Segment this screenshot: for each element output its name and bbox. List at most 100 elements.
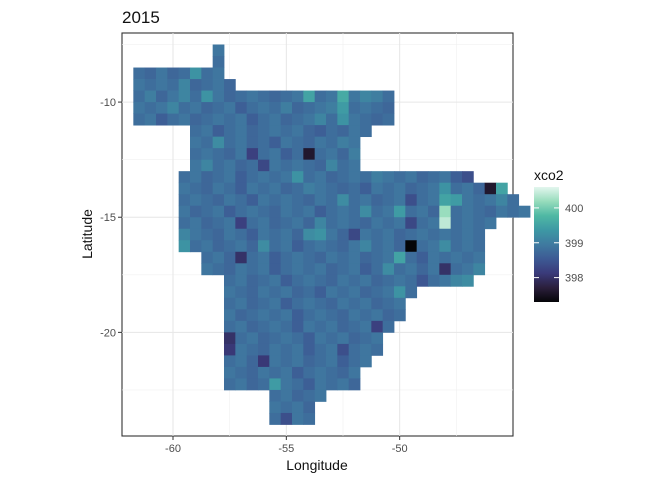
heatmap-cell <box>314 309 327 322</box>
heatmap-cell <box>473 228 486 241</box>
heatmap-cell <box>382 205 395 218</box>
heatmap-cell <box>212 182 225 195</box>
heatmap-cell <box>212 263 225 276</box>
heatmap-cell <box>337 378 350 391</box>
heatmap-cell <box>246 113 259 126</box>
heatmap-cell <box>416 240 429 253</box>
heatmap-cell <box>258 251 270 264</box>
heatmap-cell <box>280 136 293 149</box>
heatmap-cell <box>360 251 372 264</box>
heatmap-cell <box>246 320 259 333</box>
heatmap-cell <box>258 217 270 230</box>
heatmap-cell <box>314 171 327 184</box>
heatmap-cell <box>269 355 282 368</box>
heatmap-cell <box>382 263 395 276</box>
heatmap-cell <box>280 286 293 299</box>
y-tick-label: -10 <box>100 97 116 109</box>
heatmap-cell <box>246 286 259 299</box>
heatmap-cell <box>439 263 452 276</box>
y-tick-label: -15 <box>100 212 116 224</box>
heatmap-cell <box>314 217 327 230</box>
heatmap-cell <box>314 274 327 287</box>
heatmap-cell <box>416 263 429 276</box>
heatmap-cell <box>292 136 304 149</box>
heatmap-cell <box>348 251 361 264</box>
heatmap-cell <box>360 355 372 368</box>
heatmap-cell <box>156 90 168 103</box>
heatmap-cell <box>405 251 418 264</box>
heatmap-cell <box>326 113 338 126</box>
heatmap-cell <box>212 113 225 126</box>
heatmap-cell <box>303 378 316 391</box>
heatmap-cell <box>337 159 350 172</box>
heatmap-cell <box>314 125 327 138</box>
heatmap-cell <box>280 90 293 103</box>
heatmap-cell <box>212 125 225 138</box>
heatmap-cell <box>201 148 214 161</box>
heatmap-cell <box>280 194 293 207</box>
heatmap-cell <box>314 240 327 253</box>
heatmap-cell <box>133 90 146 103</box>
heatmap-cell <box>439 182 452 195</box>
heatmap-cell <box>235 102 248 114</box>
heatmap-cell <box>201 125 214 138</box>
heatmap-cell <box>428 240 440 253</box>
heatmap-cell <box>144 90 157 103</box>
heatmap-cell <box>224 182 236 195</box>
heatmap-cell <box>178 113 191 126</box>
heatmap-cell <box>394 309 406 322</box>
heatmap-cell <box>303 228 316 241</box>
heatmap-cell <box>292 125 304 138</box>
heatmap-cell <box>224 136 236 149</box>
heatmap-cell <box>235 136 248 149</box>
heatmap-cell <box>326 136 338 149</box>
heatmap-cell <box>303 412 316 425</box>
heatmap-cell <box>473 217 486 230</box>
heatmap-cell <box>235 159 248 172</box>
heatmap-cell <box>496 205 508 218</box>
heatmap-cell <box>371 286 384 299</box>
heatmap-cell <box>394 194 406 207</box>
heatmap-cell <box>348 355 361 368</box>
heatmap-cell <box>280 159 293 172</box>
heatmap-cell <box>246 148 259 161</box>
heatmap-cell <box>224 113 236 126</box>
heatmap-cell <box>382 182 395 195</box>
heatmap-cell <box>337 355 350 368</box>
heatmap-cell <box>326 274 338 287</box>
heatmap-cell <box>303 240 316 253</box>
heatmap-cell <box>190 125 202 138</box>
heatmap-cell <box>348 286 361 299</box>
heatmap-cell <box>224 125 236 138</box>
heatmap-cell <box>269 194 282 207</box>
heatmap-cell <box>167 102 180 114</box>
heatmap-cell <box>246 343 259 356</box>
heatmap-cell <box>371 332 384 345</box>
heatmap-cell <box>224 343 236 356</box>
heatmap-cell <box>292 240 304 253</box>
heatmap-cell <box>258 182 270 195</box>
heatmap-cell <box>405 194 418 207</box>
heatmap-cell <box>450 263 463 276</box>
heatmap-cell <box>314 355 327 368</box>
heatmap-cell <box>496 194 508 207</box>
heatmap-cell <box>382 309 395 322</box>
heatmap-cell <box>428 194 440 207</box>
heatmap-cell <box>314 263 327 276</box>
heatmap-cell <box>167 79 180 91</box>
heatmap-cell <box>246 263 259 276</box>
heatmap-cell <box>280 251 293 264</box>
heatmap-cell <box>348 378 361 391</box>
heatmap-cell <box>348 182 361 195</box>
heatmap-cell <box>371 228 384 241</box>
heatmap-cell <box>269 113 282 126</box>
heatmap-cell <box>292 90 304 103</box>
heatmap-cell <box>326 366 338 379</box>
heatmap-cell <box>190 217 202 230</box>
heatmap-cell <box>212 79 225 91</box>
heatmap-cell <box>428 182 440 195</box>
heatmap-cell <box>190 90 202 103</box>
heatmap-cell <box>314 182 327 195</box>
heatmap-cell <box>360 343 372 356</box>
heatmap-cell <box>405 286 418 299</box>
